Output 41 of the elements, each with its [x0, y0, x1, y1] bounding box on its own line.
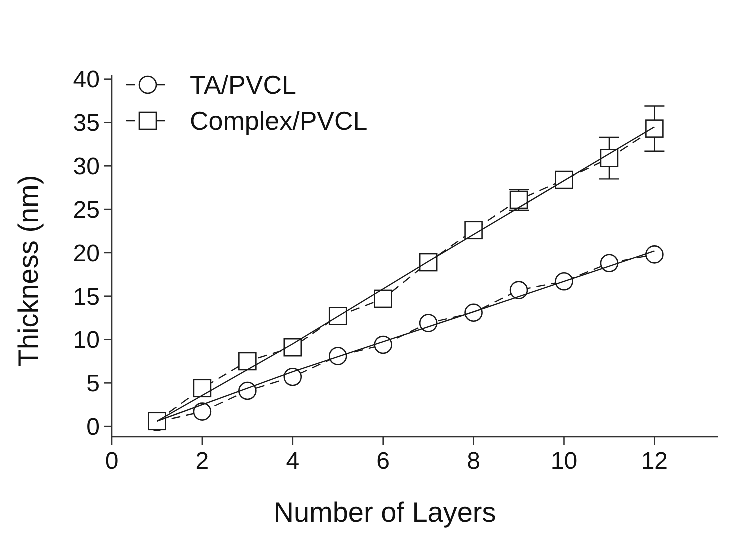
point	[374, 290, 392, 308]
x-tick-label: 4	[286, 448, 300, 475]
y-tick-label: 40	[73, 66, 100, 94]
x-tick-label: 10	[550, 448, 578, 475]
point	[328, 347, 348, 366]
point	[646, 246, 664, 264]
x-tick-label: 6	[376, 448, 390, 475]
point	[646, 120, 664, 138]
point	[464, 304, 483, 322]
x-axis-title: Number of Layers	[274, 497, 496, 528]
x-tick-label: 12	[641, 448, 668, 475]
point	[238, 382, 257, 400]
y-tick-label: 10	[73, 327, 100, 354]
legend-label: TA/PVCL	[190, 70, 296, 100]
point	[193, 402, 212, 421]
x-tick-label: 2	[196, 448, 210, 475]
point	[555, 272, 574, 291]
y-tick-label: 25	[73, 196, 100, 224]
point	[419, 314, 438, 332]
point	[284, 338, 302, 357]
point	[328, 307, 348, 326]
y-tick-label: 0	[86, 414, 100, 441]
point	[600, 254, 619, 273]
legend-label: Complex/PVCL	[190, 106, 368, 136]
y-tick-label: 20	[73, 240, 100, 268]
point	[600, 149, 619, 168]
point	[284, 368, 302, 386]
y-tick-label: 30	[73, 154, 100, 181]
point	[419, 253, 438, 272]
y-tick-label: 15	[73, 284, 100, 311]
point	[510, 281, 528, 300]
point	[193, 379, 212, 398]
x-tick-label: 8	[467, 448, 480, 475]
y-axis-title: Thickness (nm)	[13, 175, 44, 367]
point	[555, 170, 574, 190]
point	[374, 336, 392, 354]
y-tick-label: 35	[73, 110, 100, 138]
y-tick-label: 5	[86, 370, 100, 398]
point	[464, 221, 483, 240]
point	[238, 352, 257, 371]
x-tick-label: 0	[105, 448, 119, 475]
